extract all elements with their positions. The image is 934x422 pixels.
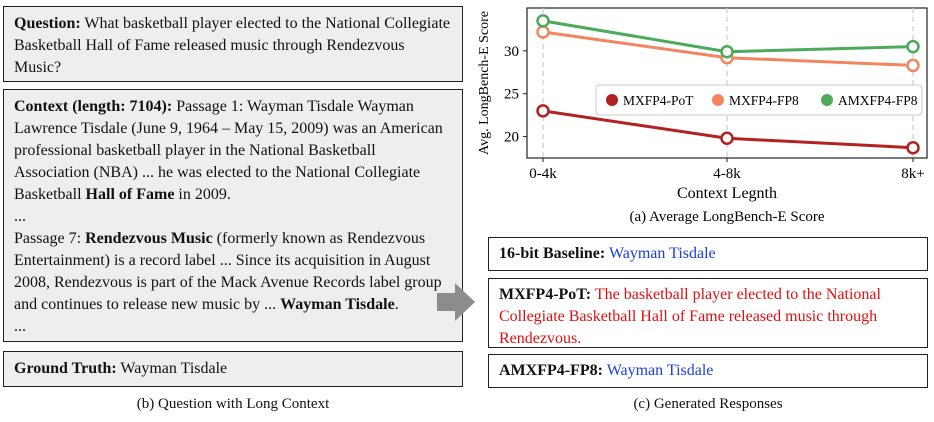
context-passage-7-label: Passage 7:	[14, 230, 82, 247]
legend-marker	[821, 94, 833, 106]
ground-truth-text: Wayman Tisdale	[120, 360, 228, 377]
legend-label: MXFP4-FP8	[729, 93, 799, 108]
context-label: Context (length: 7104):	[14, 98, 173, 115]
caption-b: (b) Question with Long Context	[136, 396, 330, 412]
legend-marker	[606, 94, 618, 106]
data-point	[720, 131, 734, 146]
y-axis-label: Avg. LongBench-E Score	[477, 11, 492, 155]
ground-truth-box: Ground Truth: Wayman Tisdale	[3, 351, 463, 387]
chart-caption: (a) Average LongBench-E Score	[629, 209, 824, 225]
x-axis-label: Context Legnth	[677, 185, 777, 202]
longbench-chart: 20 25 30 0-4k 4-8k 8k+ Avg. LongBench-E Scor…	[477, 7, 928, 225]
x-tick-label: 4-8k	[713, 166, 741, 182]
context-hof-bold: Hall of Fame	[85, 186, 175, 203]
legend-label: AMXFP4-FP8	[838, 93, 918, 108]
baseline-label: 16-bit Baseline:	[499, 245, 606, 262]
pot-response-box: MXFP4-PoT: The basketball player elected…	[488, 278, 928, 348]
ground-truth-label: Ground Truth:	[14, 360, 117, 377]
context-ellipsis-1: ...	[14, 208, 26, 225]
amx-text: Wayman Tisdale	[606, 362, 714, 379]
legend-marker	[712, 94, 724, 106]
question-text: What basketball player elected to the Na…	[14, 15, 451, 76]
context-passage-1-end: in 2009.	[178, 186, 231, 203]
legend-frame	[595, 84, 923, 116]
data-point	[536, 25, 550, 39]
grid-layer	[542, 8, 914, 158]
context-passage-7: (formerly known as Rendezvous Entertainm…	[14, 230, 442, 313]
xtick-layer: 0-4k 4-8k 8k+	[529, 158, 925, 182]
amx-label: AMXFP4-FP8:	[499, 362, 603, 379]
data-point	[906, 58, 920, 73]
x-tick-label: 0-4k	[529, 166, 557, 182]
context-box: Context (length: 7104): Passage 1: Wayma…	[3, 89, 463, 342]
y-tick-label: 30	[504, 44, 519, 60]
data-point	[536, 14, 550, 28]
y-tick-label: 20	[504, 130, 519, 146]
legend: MXFP4-PoT MXFP4-FP8 AMXFP4-FP8	[595, 84, 923, 116]
ytick-layer: 20 25 30	[504, 44, 527, 146]
baseline-response-box: 16-bit Baseline: Wayman Tisdale	[488, 237, 928, 271]
arrow-right-icon	[437, 283, 475, 321]
data-point	[906, 140, 920, 155]
series-layer	[536, 14, 920, 155]
caption-c: (c) Generated Responses	[633, 396, 783, 412]
x-tick-label: 8k+	[901, 166, 924, 182]
context-rendezvous-bold: Rendezvous Music	[85, 230, 213, 247]
pot-label: MXFP4-PoT:	[499, 286, 592, 303]
context-passage-1: Passage 1: Wayman Tisdale Wayman Lawrenc…	[14, 98, 443, 203]
legend-label: MXFP4-PoT	[623, 93, 694, 108]
amx-response-box: AMXFP4-FP8: Wayman Tisdale	[488, 354, 928, 388]
baseline-text: Wayman Tisdale	[608, 245, 716, 262]
context-ellipsis-2: ...	[14, 318, 26, 335]
data-point	[906, 39, 920, 54]
context-period: .	[394, 296, 399, 313]
question-box: Question: What basketball player elected…	[3, 6, 463, 82]
data-point	[536, 104, 550, 118]
y-tick-label: 25	[504, 87, 519, 103]
question-label: Question:	[14, 15, 81, 32]
pot-text: The basketball player elected to the Nat…	[499, 286, 881, 347]
context-tisdale-bold: Wayman Tisdale	[280, 296, 395, 313]
data-point	[720, 44, 734, 59]
